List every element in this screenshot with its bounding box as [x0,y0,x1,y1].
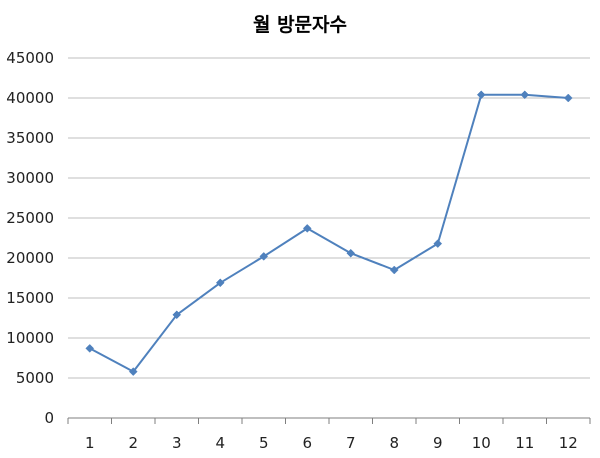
x-tick-label: 4 [215,434,225,452]
y-tick-label: 15000 [6,289,54,307]
data-point-marker [520,90,530,100]
x-tick-label: 11 [515,434,534,452]
x-tick-label: 5 [259,434,269,452]
x-tick-label: 12 [559,434,578,452]
data-point-marker [215,278,225,288]
x-tick-label: 8 [389,434,399,452]
y-tick-label: 0 [44,409,54,427]
data-point-marker [563,93,573,103]
data-point-marker [128,367,138,376]
chart-title: 월 방문자수 [252,14,347,36]
x-tick-label: 7 [346,434,356,452]
y-tick-label: 35000 [6,129,54,147]
x-tick-label: 9 [433,434,443,452]
data-point-marker [433,239,443,248]
x-tick-label: 10 [472,434,491,452]
y-tick-label: 20000 [6,249,54,267]
data-point-marker [85,344,95,353]
y-tick-label: 40000 [6,89,54,107]
y-tick-label: 30000 [6,169,54,187]
x-tick-label: 1 [85,434,95,452]
y-tick-label: 25000 [6,209,54,227]
data-point-marker [302,224,312,233]
series-line [89,93,569,373]
data-point-marker [476,90,486,100]
data-point-marker [389,265,399,275]
data-point-marker [259,252,269,261]
y-tick-label: 5000 [16,369,54,387]
x-tick-label: 2 [128,434,138,452]
y-tick-label: 45000 [6,49,54,67]
data-point-marker [172,310,182,320]
x-tick-label: 3 [172,434,182,452]
x-tick-label: 6 [302,434,312,452]
y-tick-label: 10000 [6,329,54,347]
data-point-marker [346,248,356,258]
